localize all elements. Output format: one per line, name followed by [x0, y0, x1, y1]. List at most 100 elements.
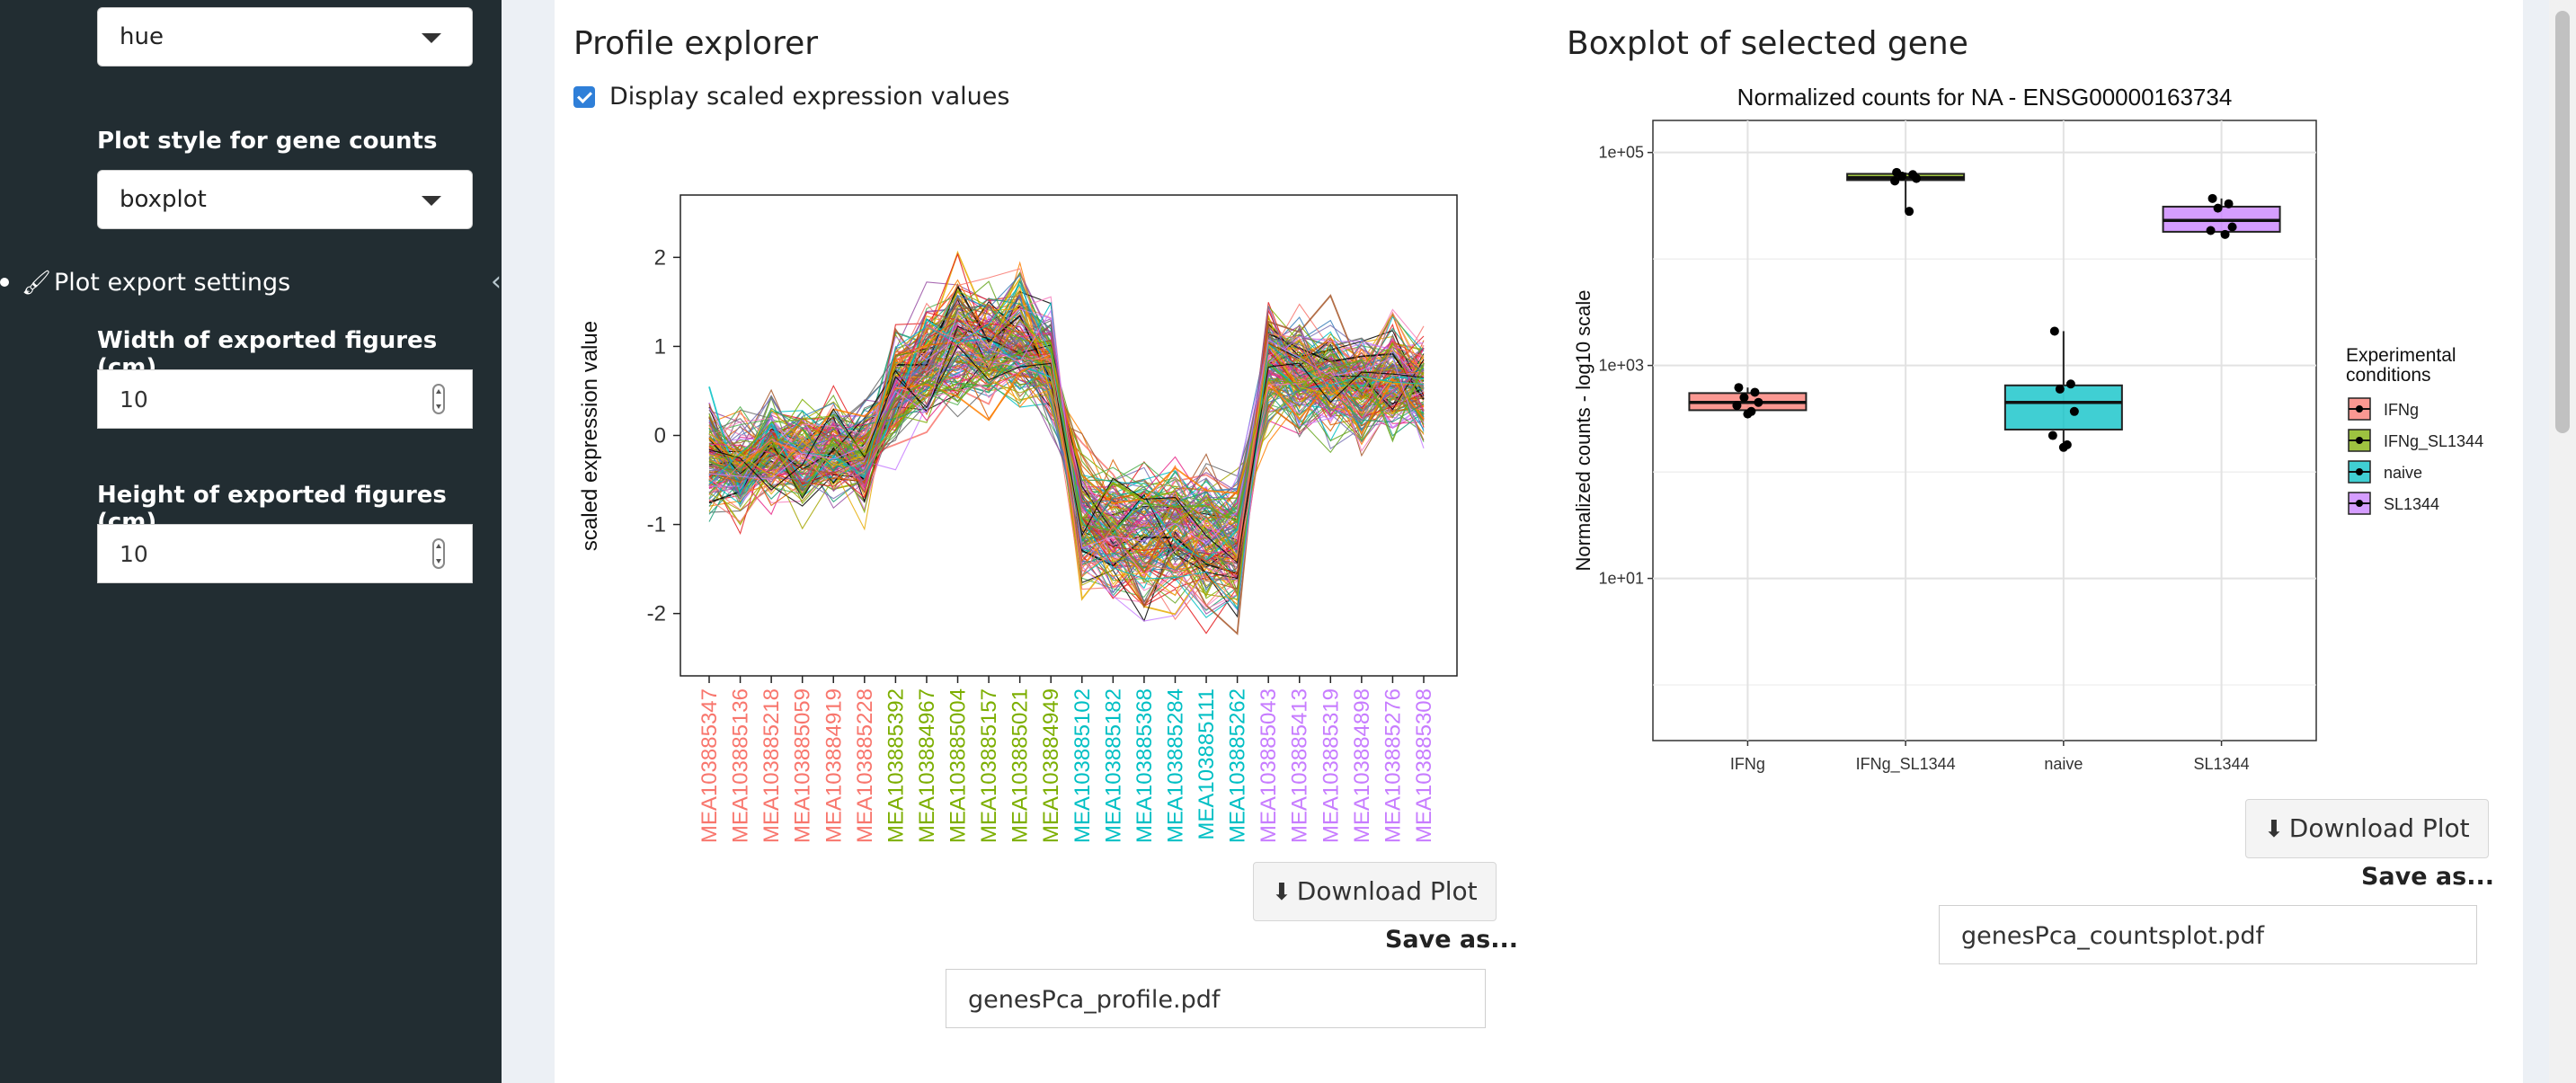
- data-point: [1912, 173, 1922, 183]
- legend-key-point: [2356, 500, 2363, 507]
- scaled-values-label: Display scaled expression values: [609, 83, 1010, 111]
- profile-line: [708, 303, 1425, 576]
- x-tick-label: MEA103885111: [1195, 688, 1219, 840]
- legend-key-point: [2356, 405, 2363, 413]
- x-tick-label: MEA103884898: [1350, 688, 1374, 843]
- data-point: [2227, 222, 2237, 232]
- profile-title: Profile explorer: [573, 25, 819, 62]
- number-spinner-icon[interactable]: [432, 384, 445, 414]
- x-tick-label: naive: [2044, 755, 2083, 773]
- profile-lines: [708, 250, 1425, 635]
- profile-line: [708, 285, 1425, 597]
- profile-line: [708, 318, 1425, 523]
- y-tick-label: 1e+05: [1598, 144, 1644, 162]
- page-scrollbar[interactable]: [2549, 0, 2576, 1083]
- legend-label: IFNg: [2384, 401, 2419, 419]
- boxplot-frame: [1652, 120, 2317, 741]
- number-spinner-icon[interactable]: [432, 538, 445, 569]
- y-tick-label: 0: [654, 424, 666, 448]
- data-point: [1905, 207, 1914, 217]
- data-point: [1734, 383, 1744, 393]
- profile-line: [708, 344, 1425, 564]
- chevron-down-icon: [422, 196, 441, 206]
- x-tick-label: MEA103885347: [697, 688, 722, 843]
- data-point: [2047, 431, 2057, 440]
- export-settings-title: Plot export settings: [54, 269, 291, 297]
- profile-line: [708, 289, 1425, 597]
- x-tick-label: MEA103885136: [729, 688, 753, 843]
- data-point: [2220, 229, 2230, 239]
- profile-line: [708, 309, 1425, 549]
- boxplot-plot: Normalized counts for NA - ENSG000001637…: [1572, 84, 2483, 774]
- legend-label: IFNg_SL1344: [2384, 432, 2483, 451]
- legend-key-point: [2356, 468, 2363, 475]
- legend-label: naive: [2384, 464, 2422, 482]
- profile-line: [708, 325, 1425, 578]
- plot-style-label: Plot style for gene counts: [97, 128, 438, 155]
- download-boxplot-button[interactable]: ⬇ Download Plot: [2245, 799, 2489, 858]
- data-point: [2206, 226, 2216, 235]
- export-settings-header[interactable]: 🖌 Plot export settings ‹: [0, 264, 502, 306]
- data-point: [1750, 387, 1760, 397]
- legend-title: Experimental: [2346, 345, 2456, 366]
- download-profile-button[interactable]: ⬇ Download Plot: [1253, 862, 1497, 921]
- x-tick-label: MEA103885228: [853, 688, 877, 843]
- x-tick-label: MEA103885368: [1133, 688, 1157, 843]
- width-label: Width of exported figures (cm): [97, 327, 438, 381]
- x-tick-label: SL1344: [2194, 755, 2250, 773]
- data-point: [2055, 384, 2065, 394]
- x-tick-label: MEA103885392: [884, 688, 908, 843]
- profile-line: [708, 306, 1425, 557]
- sidebar: hue Plot style for gene counts boxplot 🖌…: [0, 0, 502, 1083]
- x-tick-label: MEA103885319: [1319, 688, 1343, 843]
- box-IFNg: [1688, 387, 1808, 414]
- data-point: [1739, 393, 1749, 403]
- legend-title: conditions: [2346, 365, 2431, 386]
- profile-line: [708, 318, 1425, 555]
- boxplot-panel: Boxplot of selected gene Normalized coun…: [1546, 0, 2523, 1083]
- profile-explorer-panel: Profile explorer Display scaled expressi…: [555, 0, 1546, 1083]
- data-point: [1732, 401, 1742, 411]
- scrollbar-thumb[interactable]: [2555, 11, 2570, 433]
- x-tick-label: MEA103884919: [822, 688, 846, 843]
- x-tick-label: MEA103884967: [915, 688, 939, 843]
- box-body: [2003, 384, 2123, 431]
- x-tick-label: MEA103884949: [1039, 688, 1063, 843]
- data-point: [2049, 326, 2059, 336]
- x-tick-label: MEA103885276: [1381, 688, 1405, 843]
- data-point: [1890, 176, 1900, 186]
- y-tick-label: -2: [647, 602, 666, 626]
- x-tick-label: IFNg_SL1344: [1856, 755, 1956, 774]
- chevron-left-icon[interactable]: ‹: [491, 266, 502, 297]
- color-by-select[interactable]: hue: [97, 7, 473, 67]
- boxplot-chart-title: Normalized counts for NA - ENSG000001637…: [1737, 84, 2233, 111]
- boxplot-filename-value: genesPca_countsplot.pdf: [1961, 922, 2265, 950]
- box-naive: [2003, 331, 2123, 448]
- y-axis-label: Normalized counts - log10 scale: [1572, 289, 1594, 571]
- boxplot-title: Boxplot of selected gene: [1567, 25, 1968, 62]
- y-axis-label: scaled expression value: [578, 321, 602, 551]
- data-point: [1754, 397, 1763, 407]
- paintbrush-icon: 🖌: [22, 270, 52, 297]
- width-value: 10: [120, 386, 148, 413]
- plot-style-select[interactable]: boxplot: [97, 170, 473, 229]
- download-boxplot-label: Download Plot: [2288, 813, 2470, 843]
- boxplot-save-as-label: Save as...: [2360, 863, 2494, 891]
- boxplot-filename-input[interactable]: genesPca_countsplot.pdf: [1939, 905, 2477, 964]
- y-tick-label: 1e+01: [1598, 570, 1644, 588]
- data-point: [2224, 199, 2234, 209]
- legend-label: SL1344: [2384, 495, 2439, 513]
- profile-line: [708, 283, 1425, 611]
- height-input[interactable]: 10: [97, 524, 473, 583]
- profile-filename-input[interactable]: genesPca_profile.pdf: [946, 969, 1486, 1028]
- bullet-icon: [0, 278, 9, 287]
- download-icon: ⬇: [1272, 879, 1292, 906]
- legend-key-point: [2356, 437, 2363, 444]
- y-tick-label: 1: [654, 334, 666, 359]
- width-input[interactable]: 10: [97, 369, 473, 429]
- x-tick-label: MEA103885102: [1070, 688, 1095, 843]
- data-point: [2058, 442, 2068, 452]
- x-tick-label: MEA103885284: [1163, 688, 1187, 843]
- scaled-values-checkbox[interactable]: [573, 86, 595, 108]
